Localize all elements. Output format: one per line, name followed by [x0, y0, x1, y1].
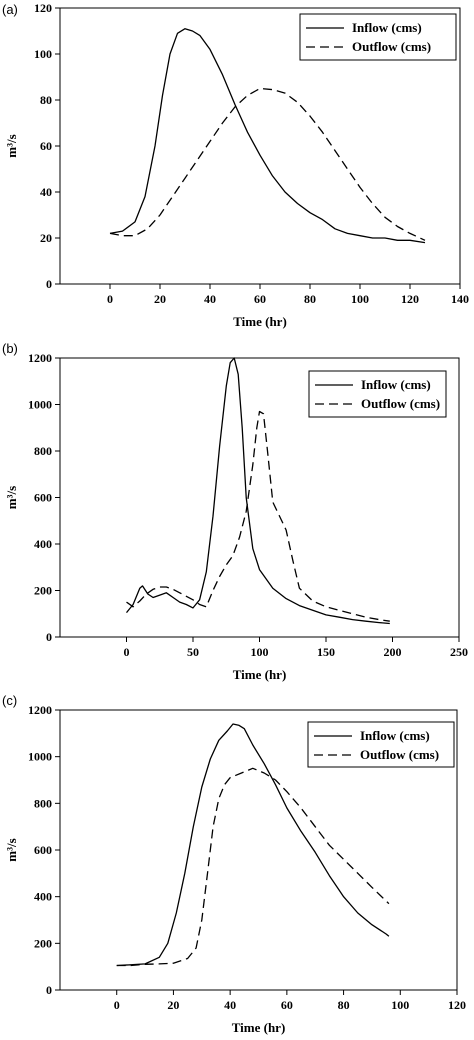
- y-tick-label: 100: [34, 47, 52, 61]
- legend-box: [307, 721, 455, 768]
- chart-panel: (a) 0 20 40 60 80 100 120 140 0 20 40 60 80 100 120 Time…: [2, 1, 469, 329]
- x-tick-label: 20: [154, 292, 166, 306]
- y-axis-label: m³/s: [4, 838, 19, 861]
- y-tick-label: 1200: [28, 351, 52, 365]
- panel-label: (b): [2, 341, 18, 356]
- series-line: [126, 410, 390, 622]
- y-axis-label: m³/s: [4, 134, 19, 157]
- x-tick-label: 200: [384, 645, 402, 659]
- legend-box: [299, 13, 457, 61]
- x-tick-label: 0: [124, 645, 130, 659]
- series-line: [116, 767, 390, 967]
- x-axis-label: Time (hr): [233, 314, 287, 329]
- y-tick-label: 20: [40, 231, 52, 245]
- y-axis-label: m³/s: [4, 486, 19, 509]
- legend-label: Inflow (cms): [360, 728, 430, 743]
- y-tick-label: 40: [40, 185, 52, 199]
- x-axis-label: Time (hr): [233, 667, 287, 682]
- panel-label: (a): [2, 2, 18, 17]
- x-tick-label: 80: [338, 998, 350, 1012]
- legend-label: Outflow (cms): [360, 747, 439, 762]
- x-tick-label: 100: [351, 292, 369, 306]
- y-tick-label: 0: [46, 983, 52, 997]
- y-tick-label: 120: [34, 1, 52, 15]
- legend-box: [308, 370, 447, 418]
- y-tick-label: 80: [40, 93, 52, 107]
- x-tick-label: 60: [281, 998, 293, 1012]
- y-tick-label: 200: [34, 936, 52, 950]
- legend-label: Outflow (cms): [361, 396, 440, 411]
- legend-label: Inflow (cms): [352, 20, 422, 35]
- y-tick-label: 200: [34, 584, 52, 598]
- x-tick-label: 60: [254, 292, 266, 306]
- x-tick-label: 80: [304, 292, 316, 306]
- series-line: [116, 723, 390, 967]
- y-tick-label: 1200: [28, 703, 52, 717]
- x-tick-label: 0: [107, 292, 113, 306]
- x-tick-label: 100: [391, 998, 409, 1012]
- chart-panel: (c)0 20 40 60 80 100 120020040060080010001200T…: [2, 693, 466, 1035]
- series-line: [109, 28, 426, 244]
- series-line: [109, 87, 426, 241]
- legend-label: Outflow (cms): [352, 39, 431, 54]
- y-tick-label: 400: [34, 537, 52, 551]
- x-axis-label: Time (hr): [232, 1020, 286, 1035]
- legend-label: Inflow (cms): [361, 377, 431, 392]
- x-tick-label: 40: [204, 292, 216, 306]
- y-tick-label: 1000: [28, 398, 52, 412]
- y-tick-label: 60: [40, 139, 52, 153]
- x-tick-label: 250: [450, 645, 468, 659]
- x-tick-label: 140: [451, 292, 469, 306]
- series-line: [125, 357, 390, 625]
- y-tick-label: 400: [34, 890, 52, 904]
- x-tick-label: 50: [187, 645, 199, 659]
- x-tick-label: 120: [401, 292, 419, 306]
- y-tick-label: 1000: [28, 750, 52, 764]
- y-tick-label: 600: [34, 843, 52, 857]
- x-tick-label: 20: [167, 998, 179, 1012]
- y-tick-label: 600: [34, 491, 52, 505]
- chart-panel: (b) 0 50 100 150 200 250 0 200 400 600 800 1000 1200 T…: [2, 341, 468, 682]
- y-tick-label: 800: [34, 796, 52, 810]
- x-tick-label: 150: [317, 645, 335, 659]
- x-tick-label: 0: [114, 998, 120, 1012]
- y-tick-label: 800: [34, 444, 52, 458]
- x-tick-label: 40: [224, 998, 236, 1012]
- x-tick-label: 120: [448, 998, 466, 1012]
- panel-label: (c): [2, 693, 17, 708]
- x-tick-label: 100: [251, 645, 269, 659]
- y-tick-label: 0: [46, 277, 52, 291]
- y-tick-label: 0: [46, 630, 52, 644]
